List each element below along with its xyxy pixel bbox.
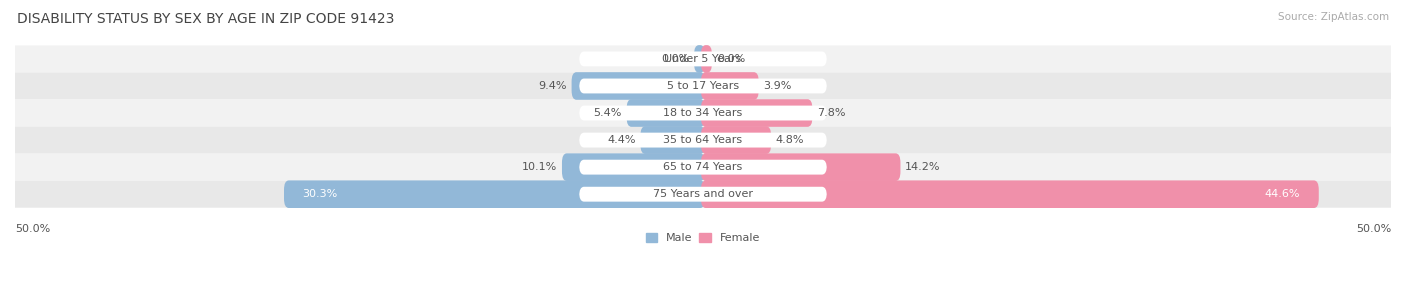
FancyBboxPatch shape [702, 99, 813, 127]
Text: 0.0%: 0.0% [661, 54, 689, 64]
Text: 18 to 34 Years: 18 to 34 Years [664, 108, 742, 118]
Text: Source: ZipAtlas.com: Source: ZipAtlas.com [1278, 12, 1389, 22]
FancyBboxPatch shape [572, 72, 704, 100]
FancyBboxPatch shape [579, 78, 827, 93]
FancyBboxPatch shape [640, 126, 704, 154]
Text: 4.8%: 4.8% [776, 135, 804, 145]
Text: 4.4%: 4.4% [607, 135, 636, 145]
FancyBboxPatch shape [702, 153, 900, 181]
Text: 35 to 64 Years: 35 to 64 Years [664, 135, 742, 145]
FancyBboxPatch shape [579, 51, 827, 66]
Text: 3.9%: 3.9% [763, 81, 792, 91]
Text: 75 Years and over: 75 Years and over [652, 189, 754, 199]
FancyBboxPatch shape [579, 187, 827, 202]
FancyBboxPatch shape [15, 99, 1391, 126]
Text: 44.6%: 44.6% [1264, 189, 1301, 199]
FancyBboxPatch shape [579, 160, 827, 174]
Text: 10.1%: 10.1% [522, 162, 557, 172]
Text: 7.8%: 7.8% [817, 108, 845, 118]
Text: 5 to 17 Years: 5 to 17 Years [666, 81, 740, 91]
Legend: Male, Female: Male, Female [641, 229, 765, 248]
FancyBboxPatch shape [15, 181, 1391, 208]
FancyBboxPatch shape [15, 45, 1391, 72]
Text: 50.0%: 50.0% [1355, 224, 1391, 234]
FancyBboxPatch shape [15, 72, 1391, 99]
Text: 65 to 74 Years: 65 to 74 Years [664, 162, 742, 172]
Text: 30.3%: 30.3% [302, 189, 337, 199]
FancyBboxPatch shape [562, 153, 704, 181]
FancyBboxPatch shape [627, 99, 704, 127]
FancyBboxPatch shape [284, 180, 704, 208]
FancyBboxPatch shape [702, 126, 770, 154]
FancyBboxPatch shape [695, 45, 704, 73]
FancyBboxPatch shape [702, 180, 1319, 208]
Text: 14.2%: 14.2% [905, 162, 941, 172]
FancyBboxPatch shape [579, 133, 827, 147]
Text: Under 5 Years: Under 5 Years [665, 54, 741, 64]
FancyBboxPatch shape [15, 126, 1391, 154]
Text: 5.4%: 5.4% [593, 108, 621, 118]
Text: DISABILITY STATUS BY SEX BY AGE IN ZIP CODE 91423: DISABILITY STATUS BY SEX BY AGE IN ZIP C… [17, 12, 394, 26]
FancyBboxPatch shape [702, 72, 759, 100]
Text: 0.0%: 0.0% [717, 54, 745, 64]
FancyBboxPatch shape [15, 154, 1391, 181]
Text: 50.0%: 50.0% [15, 224, 51, 234]
FancyBboxPatch shape [579, 105, 827, 120]
Text: 9.4%: 9.4% [538, 81, 567, 91]
FancyBboxPatch shape [702, 45, 711, 73]
